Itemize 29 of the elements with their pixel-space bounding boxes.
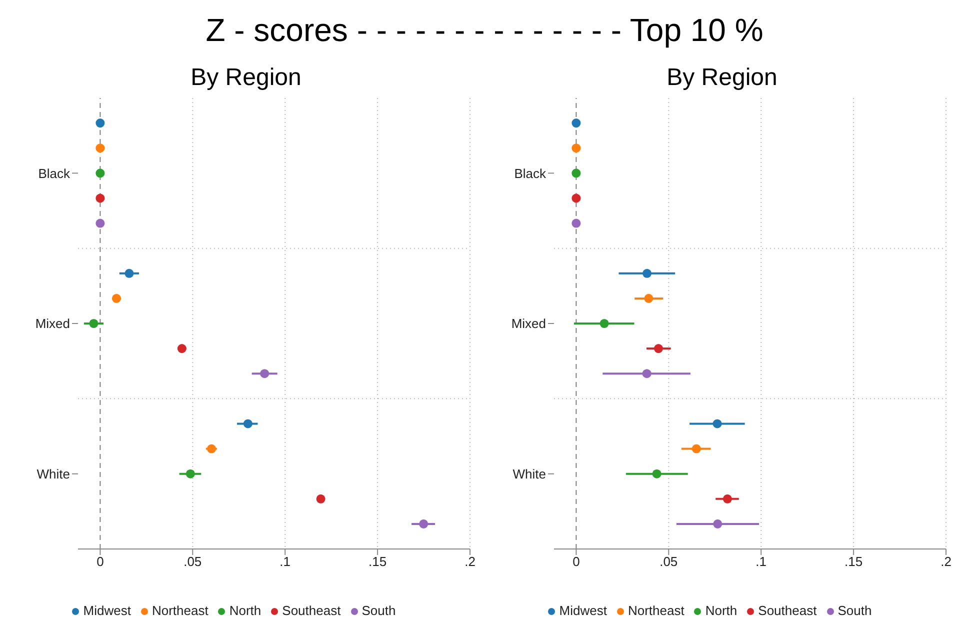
x-tick-label: .2 — [940, 554, 952, 570]
y-tick-label: White — [512, 466, 546, 482]
legend-label: North — [705, 603, 738, 618]
x-tick-label: .15 — [844, 554, 863, 570]
x-tick-label: 0 — [96, 554, 104, 570]
x-tick-label: .1 — [280, 554, 291, 570]
x-tick-label: .15 — [368, 554, 387, 570]
x-tick-label: .1 — [756, 554, 767, 570]
x-tick-label: .05 — [184, 554, 202, 570]
legend-label: Midwest — [83, 603, 131, 618]
y-tick-label: White — [36, 466, 70, 482]
chart-title: By Region — [666, 64, 778, 93]
x-tick-label: .2 — [464, 554, 476, 570]
chart-title: By Region — [190, 64, 302, 93]
x-tick-label: .05 — [660, 554, 678, 570]
text: Z - scores - - - - - - - - - - - - - - Top 10 % — [206, 12, 764, 48]
y-tick-label: Mixed — [35, 316, 70, 332]
legend-label: Midwest — [559, 603, 607, 618]
legend-label: Southeast — [282, 603, 341, 618]
legend-label: Southeast — [758, 603, 817, 618]
x-tick-label: 0 — [572, 554, 580, 570]
legend-label: Northeast — [152, 603, 208, 618]
y-tick-label: Black — [514, 166, 546, 181]
y-tick-label: Mixed — [511, 316, 546, 332]
legend-label: Northeast — [628, 603, 684, 618]
legend-label: North — [229, 603, 262, 618]
legend-label: South — [838, 603, 872, 618]
legend-label: South — [362, 603, 396, 618]
y-tick-label: Black — [38, 166, 70, 181]
